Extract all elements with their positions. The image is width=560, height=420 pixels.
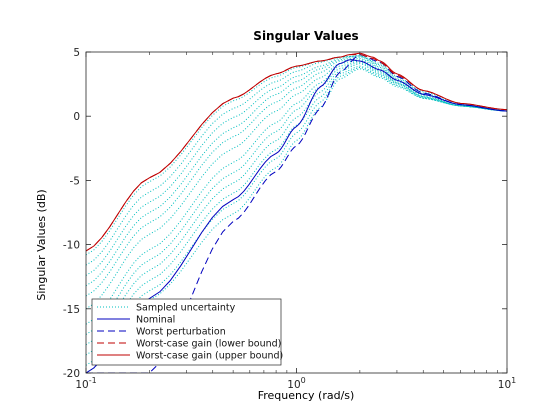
series-line-0-curve-9: [86, 65, 507, 356]
y-tick-label: -5: [70, 175, 80, 187]
series-line-0-curve-5: [86, 59, 507, 310]
y-tick-label: -15: [63, 304, 80, 316]
series-line-0-curve-2: [86, 55, 507, 276]
legend-item: Worst-case gain (upper bound): [136, 351, 283, 362]
y-tick-label: 0: [73, 111, 80, 123]
series-line-0-curve-6: [86, 60, 507, 325]
series-line-0-curve-11: [86, 68, 507, 373]
legend-item: Sampled uncertainty: [136, 303, 236, 314]
series-line-0-curve-1: [86, 55, 507, 266]
series-line-0-curve-3: [86, 56, 507, 287]
series-line-2: [86, 54, 507, 373]
series-group: [86, 52, 507, 373]
y-tick-label: -10: [63, 240, 80, 252]
x-tick-label: 10-1: [75, 376, 96, 391]
chart-title: Singular Values: [253, 29, 358, 43]
legend-item: Worst perturbation: [136, 327, 226, 338]
series-line-3: [86, 54, 507, 252]
series-line-1: [86, 59, 507, 373]
legend-box: [91, 298, 282, 366]
series-line-0-curve-7: [86, 61, 507, 335]
series-line-0-curve-0: [86, 55, 507, 256]
series-line-0-curve-8: [86, 63, 507, 346]
y-tick-label: -20: [63, 368, 80, 380]
series-line-0-curve-4: [86, 57, 507, 297]
legend-item: Nominal: [136, 315, 175, 326]
x-tick-label: 100: [287, 376, 305, 391]
x-axis-label: Frequency (rad/s): [258, 389, 355, 402]
plot-area: 10-1 100 101 5 0 -5 -10 -15 -20: [63, 47, 516, 391]
series-line-4: [86, 52, 507, 252]
y-axis-label: Singular Values (dB): [35, 189, 48, 300]
y-tick-label: 5: [73, 47, 80, 59]
x-tick-label: 101: [498, 376, 516, 391]
legend-item: Worst-case gain (lower bound): [136, 339, 281, 350]
